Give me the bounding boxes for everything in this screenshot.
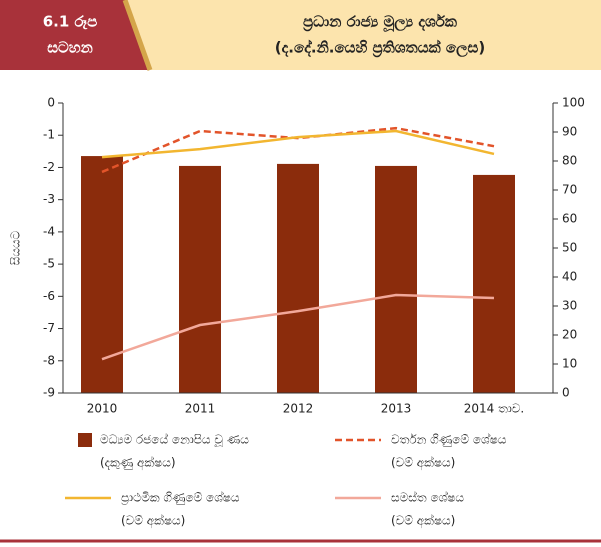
x-tick-label: 2014 තාව. <box>464 402 525 416</box>
figure-label: සටහන <box>47 39 93 57</box>
legend-note: (වම් අක්ෂය) <box>391 455 455 470</box>
y-tick-label: -7 <box>43 321 55 335</box>
header-divider <box>122 0 153 71</box>
x-tick-label: 2012 <box>283 402 314 416</box>
bar <box>375 165 417 393</box>
x-tick-label: 2013 <box>381 402 412 416</box>
y2-tick-label: 50 <box>562 241 577 255</box>
y2-tick-label: 80 <box>562 154 577 168</box>
y2-tick-label: 90 <box>562 125 577 139</box>
y2-tick-label: 30 <box>562 299 577 313</box>
y2-tick-label: 70 <box>562 183 577 197</box>
legend-swatch <box>78 433 92 447</box>
legend-label: මධ්‍යම රජයේ නොපිය වූ ණය <box>100 432 249 447</box>
bar <box>473 174 515 393</box>
line-series <box>101 129 495 159</box>
y-tick-label: -5 <box>43 257 55 271</box>
legend-note: (වම් අක්ෂය) <box>121 513 185 528</box>
legend-label: සමස්ත ශේෂය <box>391 490 464 504</box>
y2-tick-label: 40 <box>562 270 577 284</box>
legend-note: (දකුණු අක්ෂය) <box>100 455 176 470</box>
figure-label: 6.1 රූප <box>43 13 97 31</box>
y2-tick-label: 0 <box>562 386 570 400</box>
legend-label: ප්‍රාථමික ගිණුමේ ශේෂය <box>121 490 240 505</box>
legend-note: (වම් අක්ෂය) <box>391 513 455 528</box>
figure-label-box <box>0 0 150 70</box>
legend-label: වර්තන ගිණුමේ ශේෂය <box>391 432 507 446</box>
chart-subtitle: (ද.දේ.නි.යෙහි ප්‍රතිශතයක් ලෙස) <box>275 38 485 58</box>
y-tick-label: -9 <box>43 386 55 400</box>
y-tick-label: -6 <box>43 289 55 303</box>
y2-tick-label: 10 <box>562 357 577 371</box>
y-tick-label: 0 <box>47 96 55 110</box>
chart-title: ප්‍රධාන රාජ්‍ය මූල්‍ය දර්ශක <box>303 13 458 33</box>
y-tick-label: -3 <box>43 192 55 206</box>
y-tick-label: -2 <box>43 160 55 174</box>
y2-tick-label: 100 <box>562 96 585 110</box>
y2-tick-label: 20 <box>562 328 577 342</box>
bar <box>277 163 319 393</box>
y-axis-label: සියයට <box>9 230 23 265</box>
x-tick-label: 2011 <box>185 402 216 416</box>
line-series <box>101 293 495 361</box>
y-tick-label: -8 <box>43 353 55 367</box>
bar <box>179 165 221 393</box>
bar <box>81 156 123 393</box>
y-tick-label: -1 <box>43 128 55 142</box>
y2-tick-label: 60 <box>562 212 577 226</box>
y-tick-label: -4 <box>43 224 55 238</box>
x-tick-label: 2010 <box>87 402 118 416</box>
